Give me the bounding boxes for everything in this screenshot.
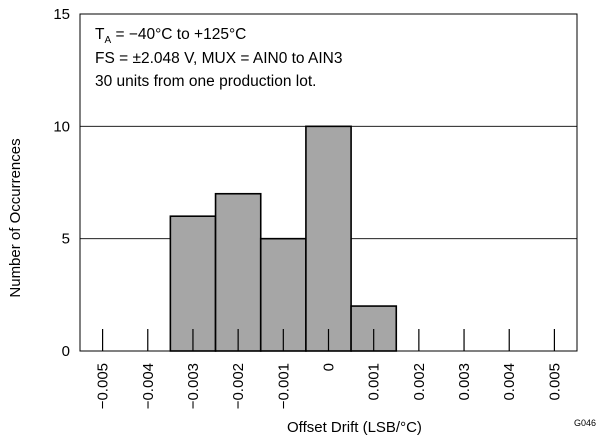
bar <box>305 125 352 352</box>
annotation-units: 30 units from one production lot. <box>95 73 316 90</box>
x-tick-label: 0.005 <box>546 363 563 401</box>
y-axis-title: Number of Occurrences <box>7 138 24 297</box>
x-tick-label: −0.005 <box>95 363 112 409</box>
x-tick-label: 0.001 <box>366 363 383 401</box>
x-tick-label: −0.002 <box>230 363 247 409</box>
x-tick-label: 0 <box>321 363 338 371</box>
x-ticks: −0.005 −0.004 −0.003 −0.002 −0.001 0 0.001 0.00… <box>95 329 563 409</box>
x-tick-label: 0.004 <box>501 363 518 401</box>
y-ticks: 0 5 10 15 <box>53 6 70 360</box>
x-tick-label: −0.001 <box>275 363 292 409</box>
x-tick-label: −0.004 <box>140 363 157 409</box>
y-tick-label: 5 <box>62 231 70 248</box>
annotation-box: TA = −40°C to +125°C FS = ±2.048 V, MUX … <box>95 26 342 90</box>
figure-code: G046 <box>574 418 596 428</box>
annotation-fullscale: FS = ±2.048 V, MUX = AIN0 to AIN3 <box>95 50 342 67</box>
x-tick-label: −0.003 <box>185 363 202 409</box>
y-tick-label: 15 <box>53 6 70 23</box>
x-axis-title: Offset Drift (LSB/°C) <box>287 419 422 436</box>
y-tick-label: 0 <box>62 343 70 360</box>
x-tick-label: 0.003 <box>456 363 473 401</box>
y-tick-label: 10 <box>53 118 70 135</box>
bar <box>214 192 262 352</box>
annotation-temperature: TA = −40°C to +125°C <box>95 26 246 46</box>
x-tick-label: 0.002 <box>411 363 428 401</box>
